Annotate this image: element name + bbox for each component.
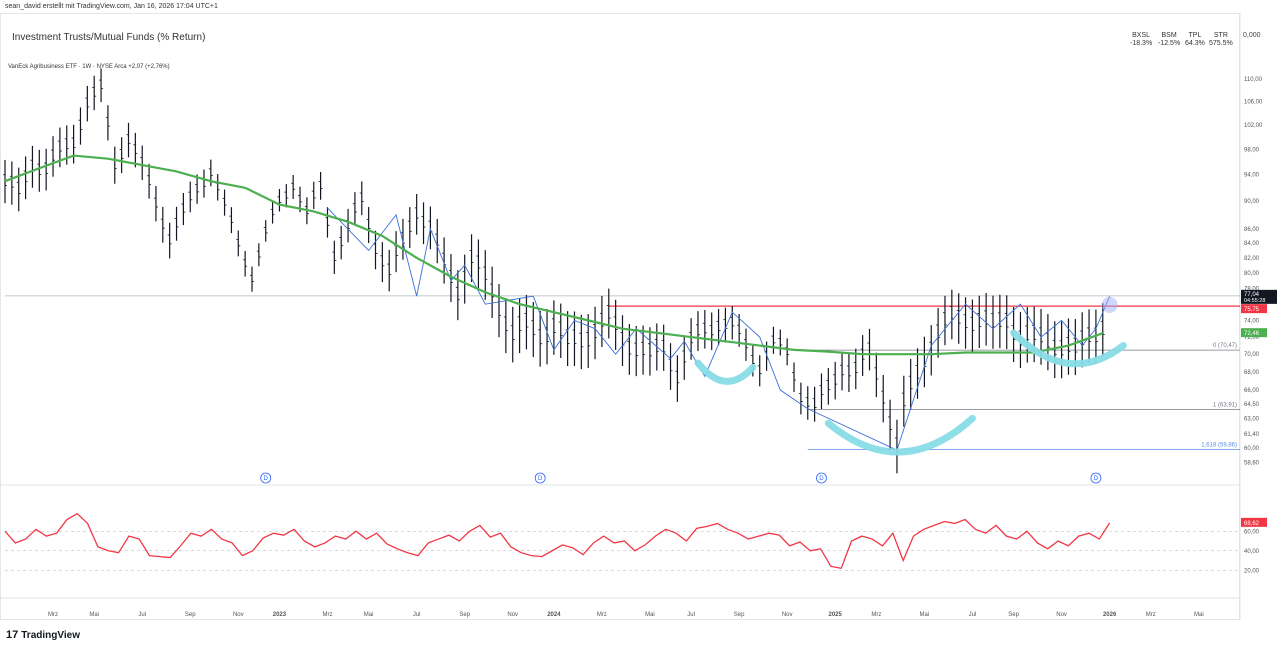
x-tick-label: 2025 bbox=[829, 612, 843, 618]
y-tick-label: 66,00 bbox=[1244, 388, 1260, 394]
y-tick-label: 72,00 bbox=[1244, 335, 1260, 341]
legend-tpl: TPL 64.3% bbox=[1185, 32, 1205, 48]
legend-scale-value: 0,000 bbox=[1243, 32, 1261, 39]
y-tick-label: 98,00 bbox=[1244, 147, 1260, 153]
x-tick-label: Jul bbox=[687, 612, 695, 618]
last-bar-highlight bbox=[1101, 296, 1118, 313]
zigzag-line bbox=[327, 207, 1111, 451]
x-tick-label: Mrz bbox=[871, 612, 881, 618]
rsi-last-tag bbox=[1241, 517, 1267, 527]
x-tick-label: Sep bbox=[1008, 612, 1019, 618]
y-tick-label: 68,00 bbox=[1244, 370, 1260, 376]
resistance-tag bbox=[1241, 304, 1267, 314]
attribution-text: sean_david erstellt mit TradingView.com,… bbox=[5, 3, 218, 10]
dividend-marker-icon bbox=[260, 472, 272, 484]
ma-label: 72,46 bbox=[1244, 331, 1260, 337]
y-tick-label: 70,00 bbox=[1244, 352, 1260, 358]
legend-value: -18.3% bbox=[1130, 40, 1153, 47]
tradingview-logo: 17 TradingView bbox=[6, 629, 80, 641]
x-tick-label: Mrz bbox=[48, 612, 58, 618]
dividend-marker-label: D bbox=[538, 476, 543, 482]
y-tick-label: 64,50 bbox=[1244, 402, 1260, 408]
moving-average-line bbox=[4, 154, 1104, 356]
x-tick-label: Nov bbox=[1056, 612, 1067, 618]
y-tick-label: 82,00 bbox=[1244, 256, 1260, 262]
ma-tag bbox=[1241, 328, 1267, 338]
x-tick-label: Nov bbox=[782, 612, 793, 618]
dividend-marker-icon bbox=[1090, 472, 1102, 484]
x-tick-label: Mrz bbox=[322, 612, 332, 618]
legend-value: -12.5% bbox=[1158, 40, 1181, 47]
series-label: VanEck Agribusiness ETF · 1W · NYSE Arca… bbox=[8, 64, 170, 70]
x-tick-label: Sep bbox=[185, 612, 196, 618]
cup-marker-bottom bbox=[824, 414, 976, 456]
x-tick-label: Mai bbox=[89, 612, 99, 618]
legend-bsm: BSM -12.5% bbox=[1158, 32, 1180, 48]
legend-ticker: BSM bbox=[1161, 32, 1177, 39]
legend-ticker: BXSL bbox=[1132, 32, 1151, 39]
legend-str: STR 575.5% bbox=[1209, 32, 1233, 48]
y-tick-label: 94,00 bbox=[1244, 173, 1260, 179]
cup-marker-right bbox=[1010, 329, 1127, 368]
x-tick-label: Sep bbox=[459, 612, 470, 618]
x-tick-label: Mai bbox=[364, 612, 374, 618]
x-tick-label: Mrz bbox=[597, 612, 607, 618]
legend-value: 575.5% bbox=[1209, 40, 1233, 47]
y-tick-label: 61,40 bbox=[1244, 432, 1260, 438]
y-tick-label: 58,60 bbox=[1244, 460, 1260, 466]
x-tick-label: Sep bbox=[734, 612, 745, 618]
x-tick-label: Jul bbox=[138, 612, 146, 618]
last-price-label: 77,04 bbox=[1244, 292, 1260, 298]
fib-level-label: 1,618 (59,86) bbox=[1201, 443, 1237, 449]
rsi-last-label: 68,62 bbox=[1244, 521, 1260, 527]
chart-title: Investment Trusts/Mutual Funds (% Return… bbox=[12, 32, 206, 43]
y-tick-label: 90,00 bbox=[1244, 199, 1260, 205]
legend-value: 64.3% bbox=[1185, 40, 1205, 47]
resistance-label: 75,75 bbox=[1244, 307, 1260, 313]
brand-text: TradingView bbox=[21, 629, 80, 641]
last-price-tag bbox=[1241, 289, 1277, 304]
x-tick-label: Jul bbox=[413, 612, 421, 618]
y-tick-label: 80,00 bbox=[1244, 271, 1260, 277]
x-tick-label: Mai bbox=[920, 612, 930, 618]
y-tick-label: 78,00 bbox=[1244, 286, 1260, 292]
y-tick-label: 74,00 bbox=[1244, 318, 1260, 324]
dividend-marker-label: D bbox=[819, 476, 824, 482]
x-tick-label: 2026 bbox=[1103, 612, 1117, 618]
dividend-marker-icon bbox=[816, 472, 827, 484]
x-tick-label: Mrz bbox=[1146, 612, 1156, 618]
x-tick-label: Mai bbox=[1194, 612, 1204, 618]
rsi-tick-label: 60,00 bbox=[1244, 529, 1260, 535]
y-tick-label: 106,00 bbox=[1244, 100, 1263, 106]
x-tick-label: Nov bbox=[507, 612, 518, 618]
tradingview-logo-icon: 17 bbox=[6, 629, 19, 641]
rsi-line bbox=[4, 512, 1111, 570]
fib-level-label: 0 (70,47) bbox=[1213, 343, 1237, 349]
dividend-marker-label: D bbox=[1094, 476, 1099, 482]
cup-marker-left bbox=[694, 359, 757, 385]
rsi-tick-label: 40,00 bbox=[1244, 549, 1260, 555]
y-tick-label: 102,00 bbox=[1244, 123, 1263, 129]
y-tick-label: 86,00 bbox=[1244, 227, 1260, 233]
x-tick-label: 2024 bbox=[547, 612, 561, 618]
y-tick-label: 63,00 bbox=[1244, 416, 1260, 422]
fib-level-label: 1 (63,91) bbox=[1213, 403, 1237, 409]
y-tick-label: 110,00 bbox=[1244, 77, 1263, 83]
x-tick-label: Nov bbox=[233, 612, 244, 618]
dividend-marker-label: D bbox=[264, 476, 269, 482]
x-tick-label: Jul bbox=[969, 612, 977, 618]
y-tick-label: 60,00 bbox=[1244, 446, 1260, 452]
rsi-tick-label: 20,00 bbox=[1244, 568, 1260, 574]
y-tick-label: 84,00 bbox=[1244, 241, 1260, 247]
legend-ticker: TPL bbox=[1188, 32, 1202, 39]
legend-ticker: STR bbox=[1213, 32, 1228, 39]
x-tick-label: Mai bbox=[645, 612, 655, 618]
legend-bxsl: BXSL -18.3% bbox=[1130, 32, 1152, 48]
x-tick-label: 2023 bbox=[273, 612, 287, 618]
dividend-marker-icon bbox=[534, 472, 546, 484]
countdown-label: 04:55:28 bbox=[1244, 298, 1265, 304]
